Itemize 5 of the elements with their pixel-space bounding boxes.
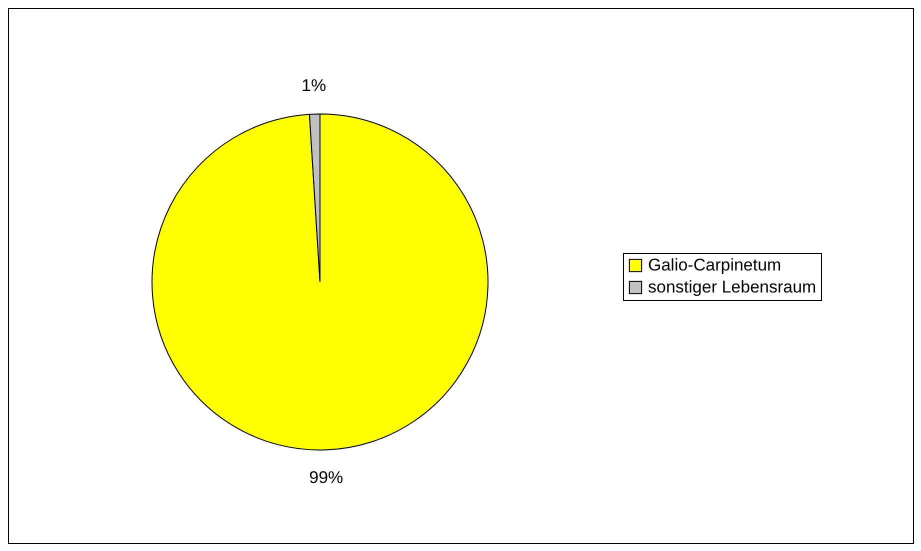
pie-slice (152, 114, 488, 450)
data-label: 99% (309, 468, 344, 487)
legend-label: sonstiger Lebensraum (648, 278, 816, 296)
legend-label: Galio-Carpinetum (648, 256, 782, 274)
data-label: 1% (302, 76, 326, 96)
